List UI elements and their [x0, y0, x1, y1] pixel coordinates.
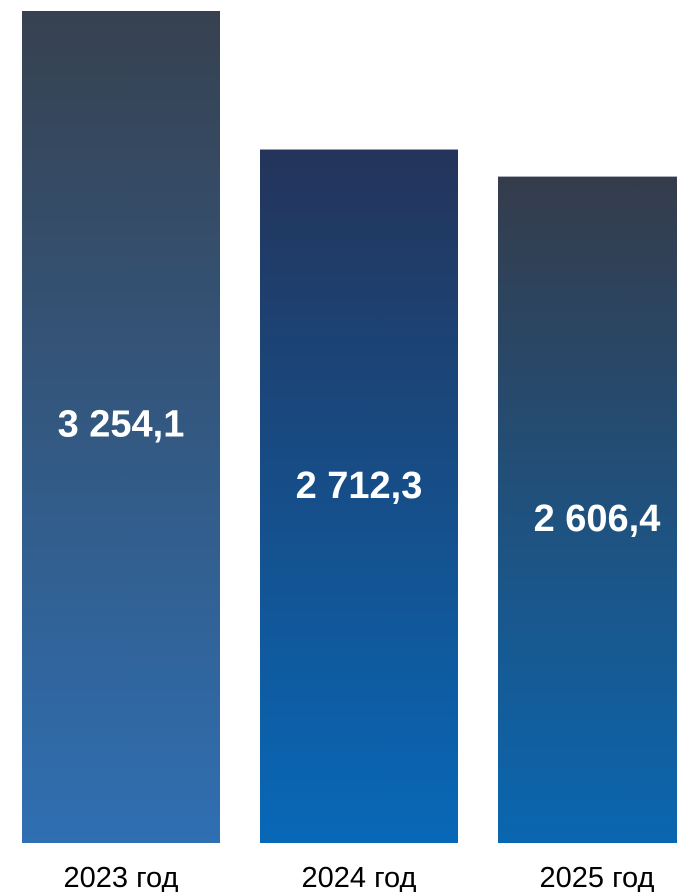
- bar-value-label-3: 2 606,4: [534, 498, 661, 540]
- bar-1: [22, 11, 220, 843]
- bar-value-label-2: 2 712,3: [296, 465, 423, 507]
- labels-group: 3 254,1 2023 год 2 712,3 2024 год 2 606,4 202…: [58, 403, 661, 892]
- bar-2: [260, 149, 458, 843]
- bar-3: [498, 176, 677, 843]
- category-label-2: 2024 год: [302, 862, 417, 892]
- category-label-3: 2025 год: [540, 862, 655, 892]
- bar-value-label-1: 3 254,1: [58, 403, 185, 445]
- bars-group: [22, 11, 677, 843]
- category-label-1: 2023 год: [64, 862, 179, 892]
